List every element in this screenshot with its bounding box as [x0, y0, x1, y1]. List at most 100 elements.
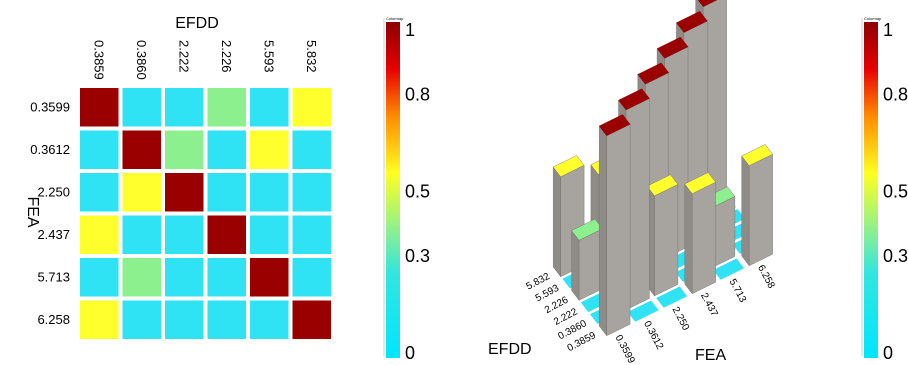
- heatmap-cell: [122, 173, 161, 212]
- bar3d-fea-tick-label: 0.3599: [613, 333, 637, 365]
- heatmap-cell: [250, 215, 289, 254]
- heatmap-cell: [165, 215, 204, 254]
- bar3d-fea-tick-label: 5.713: [727, 277, 749, 305]
- heatmap-y-tick-label: 6.258: [37, 312, 70, 327]
- heatmap-cell: [292, 215, 331, 254]
- bar3d-bar-top: [598, 114, 631, 136]
- heatmap-x-tick-label: 0.3860: [134, 40, 149, 80]
- heatmap-cell: [207, 300, 246, 339]
- heatmap-cell: [207, 173, 246, 212]
- heatmap-x-tick-label: 2.222: [176, 40, 191, 73]
- heatmap-x-tick-label: 2.226: [219, 40, 234, 73]
- bar3d-efdd-axis-title: EFDD: [488, 341, 532, 358]
- bar3d-floor-tile: [713, 258, 745, 280]
- colorbar-tick-label: 0: [883, 343, 893, 363]
- bar3d-bar-front-face: [606, 123, 631, 337]
- colorbar-right-gradient: [864, 22, 878, 358]
- bar3d-bar-top: [571, 218, 603, 241]
- bar3d-bar-left-face: [599, 125, 607, 337]
- bar3d-fea-tick-label: 6.258: [755, 263, 777, 291]
- heatmap-cell: [122, 300, 161, 339]
- bar3d-fea-tick-label: 2.250: [670, 305, 692, 333]
- heatmap-cell: [122, 130, 161, 169]
- bar3d-bar-front-face: [578, 228, 603, 301]
- bar3d-bar: [598, 114, 631, 337]
- heatmap-x-tick-label: 5.832: [304, 40, 319, 73]
- bar3d-bar-front-face: [654, 184, 679, 297]
- bar3d-bar: [571, 218, 603, 301]
- heatmap-cell: [292, 88, 331, 127]
- bar3d-bar-top: [656, 36, 689, 59]
- heatmap-cell: [80, 215, 119, 254]
- colorbar-tick-label: 0: [405, 343, 415, 363]
- heatmap-cell: [250, 88, 289, 127]
- bar3d-bar-front-face: [692, 181, 716, 295]
- heatmap-cell: [292, 130, 331, 169]
- heatmap-cell: [292, 300, 331, 339]
- heatmap-y-axis-title: FEA: [24, 196, 41, 227]
- bar3d-bar-top: [618, 88, 650, 111]
- colorbar-tick-label: 0.3: [883, 246, 908, 266]
- heatmap-cell: [165, 88, 204, 127]
- heatmap-chart: EFDD FEA 0.3859 0.3860 2.222 2.226 5.593 5.83…: [24, 15, 331, 339]
- bar3d-bar-left-face: [571, 230, 580, 301]
- heatmap-cell: [80, 258, 119, 297]
- bar3d-bar-top: [741, 144, 773, 166]
- colorbar-tick-label: 0.3: [405, 246, 430, 266]
- heatmap-cell: [122, 88, 161, 127]
- bar3d-bar-top: [684, 172, 716, 194]
- heatmap-cell: [207, 215, 246, 254]
- colorbar-tick-label: 0.8: [883, 85, 908, 105]
- heatmap-y-tick-labels: 0.3599 0.3612 2.250 2.437 5.713 6.258: [30, 99, 70, 327]
- heatmap-cell: [207, 130, 246, 169]
- heatmap-cell: [80, 130, 119, 169]
- heatmap-cell: [292, 258, 331, 297]
- heatmap-cell: [250, 300, 289, 339]
- colorbar-right-title: Colormap: [864, 16, 882, 21]
- heatmap-x-tick-label: 5.593: [261, 40, 276, 73]
- colorbar-tick-label: 1: [405, 20, 415, 40]
- colorbar-left-title: Colormap: [386, 16, 404, 21]
- heatmap-y-tick-label: 2.437: [37, 227, 70, 242]
- bar3d-bar: [646, 174, 679, 297]
- heatmap-cell: [122, 215, 161, 254]
- heatmap-cell: [165, 300, 204, 339]
- bar3d-bar-top: [676, 11, 708, 33]
- colorbar-tick-label: 0.8: [405, 85, 430, 105]
- heatmap-cell: [207, 88, 246, 127]
- heatmap-cell: [250, 130, 289, 169]
- bar3d-bar-top: [552, 155, 585, 177]
- colorbar-tick-label: 1: [883, 20, 893, 40]
- bar3d-bar-front-face: [749, 153, 773, 267]
- heatmap-cell: [165, 173, 204, 212]
- heatmap-cell: [80, 173, 119, 212]
- bar3d-bar-top: [637, 62, 670, 85]
- heatmap-y-tick-label: 5.713: [37, 269, 70, 284]
- bar3d-fea-tick-label: 0.3612: [641, 319, 665, 352]
- bar3d-fea-tick-label: 2.437: [698, 291, 720, 319]
- heatmap-y-tick-label: 0.3612: [30, 142, 70, 157]
- bar3d-bar-top: [697, 0, 718, 7]
- bar3d-bar-left-face: [684, 183, 693, 295]
- heatmap-y-tick-label: 0.3599: [30, 99, 70, 114]
- colorbar-left-gradient: [386, 22, 400, 358]
- heatmap-cell: [122, 258, 161, 297]
- heatmap-cell: [80, 300, 119, 339]
- colorbar-left-tick-labels: 1 0.8 0.5 0.3 0: [405, 20, 430, 363]
- colorbar-tick-label: 0.5: [883, 182, 908, 202]
- heatmap-cell: [80, 88, 119, 127]
- heatmap-cell: [165, 130, 204, 169]
- heatmap-x-tick-label: 0.3859: [91, 40, 106, 80]
- heatmap-x-tick-labels: 0.3859 0.3860 2.222 2.226 5.593 5.832: [91, 40, 319, 80]
- bar3d-bar-left-face: [741, 155, 750, 267]
- heatmap-y-tick-label: 2.250: [37, 184, 70, 199]
- heatmap-cells: [80, 88, 331, 339]
- bar3d-bar: [741, 144, 773, 267]
- heatmap-cell: [250, 258, 289, 297]
- bar3d-bars: [552, 0, 773, 337]
- bar3d-floor-tile: [627, 300, 659, 322]
- heatmap-x-axis-title: EFDD: [175, 15, 219, 32]
- heatmap-cell: [165, 258, 204, 297]
